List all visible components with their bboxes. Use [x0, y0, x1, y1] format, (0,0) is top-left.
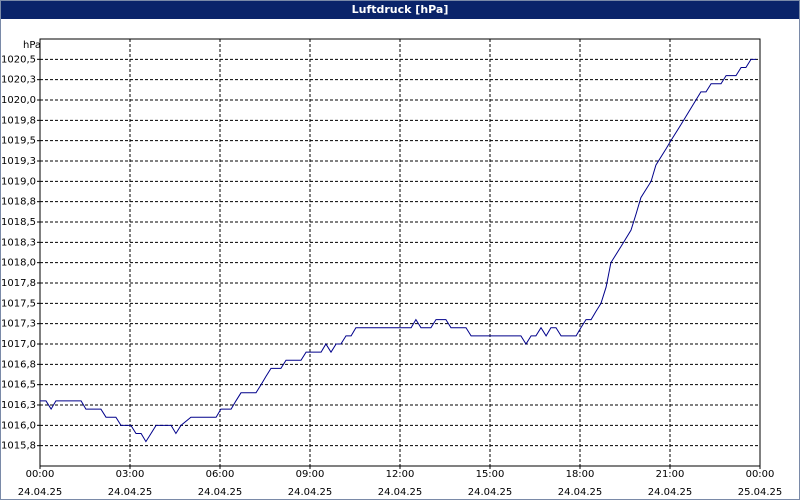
line — [40, 58, 757, 443]
y-tick-label: 1020,3 — [1, 75, 36, 86]
y-tick-label: 1015,8 — [1, 441, 36, 452]
x-tick-label: 15:00 24.04.25 — [467, 469, 513, 498]
y-tick-label: 1016,0 — [1, 420, 36, 431]
x-tick-label: 12:00 24.04.25 — [377, 469, 423, 498]
y-tick-label: 1017,3 — [1, 319, 36, 330]
x-tick-label: 09:00 24.04.25 — [287, 469, 333, 498]
y-tick-label: 1016,3 — [1, 400, 36, 411]
y-tick-label: 1020,0 — [1, 95, 36, 106]
x-tick-label: 00:00 24.04.25 — [17, 469, 63, 498]
x-tick-label: 18:00 24.04.25 — [557, 469, 603, 498]
y-tick-label: 1018,0 — [1, 258, 36, 269]
y-axis-label: hPa — [23, 40, 41, 51]
y-tick-label: 1017,0 — [1, 339, 36, 350]
y-tick-label: 1018,3 — [1, 237, 36, 248]
y-tick-label: 1019,5 — [1, 136, 36, 147]
y-tick-label: 1018,8 — [1, 197, 36, 208]
y-tick-label: 1020,5 — [1, 54, 36, 65]
y-tick-label: 1016,5 — [1, 380, 36, 391]
y-tick-label: 1018,5 — [1, 217, 36, 228]
x-tick-label: 21:00 24.04.25 — [647, 469, 693, 498]
y-tick-label: 1016,8 — [1, 359, 36, 370]
y-tick-label: 1019,8 — [1, 115, 36, 126]
x-tick-label: 06:00 24.04.25 — [197, 469, 243, 498]
y-tick-label: 1019,3 — [1, 156, 36, 167]
y-tick-label: 1017,8 — [1, 278, 36, 289]
y-tick-label: 1019,0 — [1, 176, 36, 187]
title-bar: Luftdruck [hPa] — [1, 1, 799, 19]
y-tick-label: 1017,5 — [1, 298, 36, 309]
x-tick-label: 03:00 24.04.25 — [107, 469, 153, 498]
x-tick-label: 00:00 25.04.25 — [737, 469, 783, 498]
